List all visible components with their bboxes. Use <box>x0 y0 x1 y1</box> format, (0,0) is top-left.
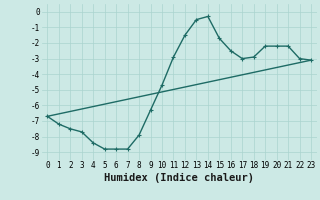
X-axis label: Humidex (Indice chaleur): Humidex (Indice chaleur) <box>104 173 254 183</box>
